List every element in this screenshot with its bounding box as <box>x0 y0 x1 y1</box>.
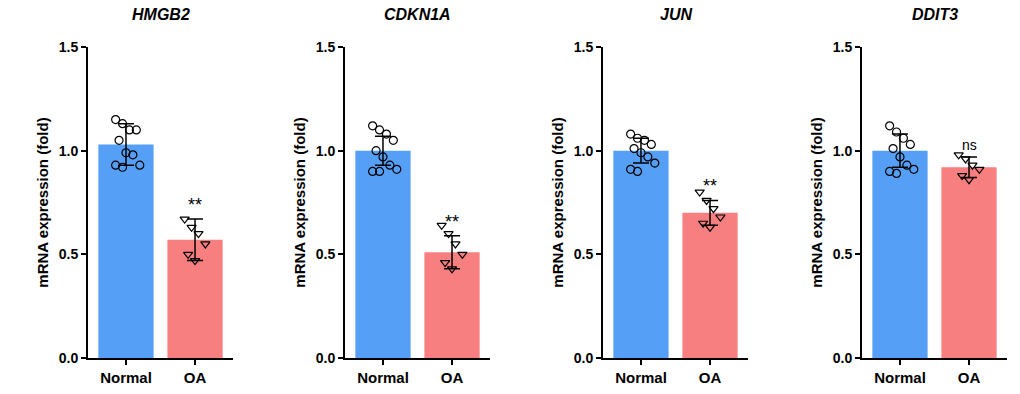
svg-text:OA: OA <box>184 369 207 386</box>
svg-text:Normal: Normal <box>357 369 409 386</box>
svg-text:1.5: 1.5 <box>59 39 79 55</box>
svg-text:1.5: 1.5 <box>574 39 594 55</box>
svg-text:0.5: 0.5 <box>574 246 594 262</box>
svg-text:0.5: 0.5 <box>833 246 853 262</box>
svg-text:0.0: 0.0 <box>574 350 594 366</box>
svg-text:1.5: 1.5 <box>833 39 853 55</box>
svg-text:0.5: 0.5 <box>316 246 336 262</box>
svg-text:1.0: 1.0 <box>59 143 79 159</box>
svg-text:0.0: 0.0 <box>59 350 79 366</box>
svg-text:1.0: 1.0 <box>574 143 594 159</box>
svg-text:**: ** <box>703 176 717 196</box>
svg-text:**: ** <box>445 212 459 232</box>
svg-text:0.0: 0.0 <box>833 350 853 366</box>
svg-text:1.5: 1.5 <box>316 39 336 55</box>
svg-text:Normal: Normal <box>100 369 152 386</box>
svg-text:DDIT3: DDIT3 <box>912 6 958 23</box>
svg-text:Normal: Normal <box>615 369 667 386</box>
svg-text:Normal: Normal <box>874 369 926 386</box>
svg-text:mRNA expression (fold): mRNA expression (fold) <box>34 117 51 287</box>
svg-text:mRNA expression (fold): mRNA expression (fold) <box>549 117 566 287</box>
svg-text:0.5: 0.5 <box>59 246 79 262</box>
svg-text:mRNA expression (fold): mRNA expression (fold) <box>291 117 308 287</box>
svg-text:mRNA expression (fold): mRNA expression (fold) <box>808 117 825 287</box>
svg-text:CDKN1A: CDKN1A <box>384 6 451 23</box>
svg-text:JUN: JUN <box>660 6 692 23</box>
svg-text:1.0: 1.0 <box>316 143 336 159</box>
svg-text:OA: OA <box>699 369 722 386</box>
svg-text:OA: OA <box>958 369 981 386</box>
svg-text:ns: ns <box>962 137 977 153</box>
svg-text:OA: OA <box>441 369 464 386</box>
svg-text:0.0: 0.0 <box>316 350 336 366</box>
svg-text:HMGB2: HMGB2 <box>132 6 190 23</box>
svg-text:1.0: 1.0 <box>833 143 853 159</box>
svg-text:**: ** <box>188 195 202 215</box>
